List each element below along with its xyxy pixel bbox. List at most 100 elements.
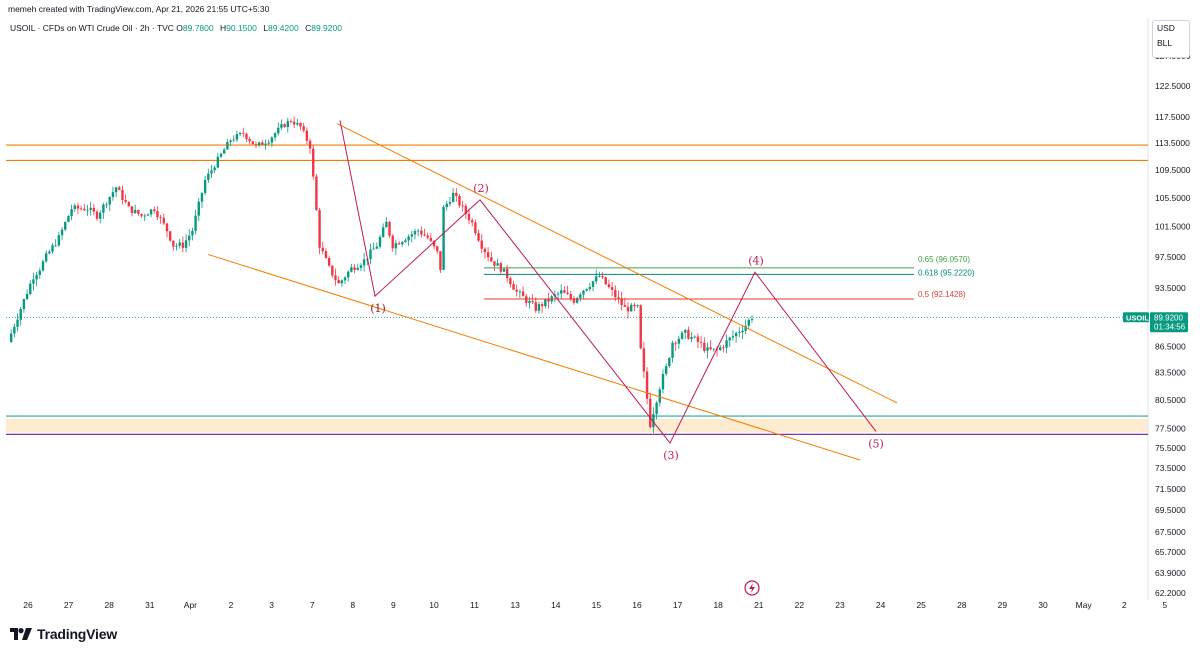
- time-tick: Apr: [184, 600, 197, 610]
- price-tag-price: 89.9200: [1154, 313, 1183, 322]
- currency-primary[interactable]: USD: [1157, 23, 1175, 33]
- candle-body: [229, 140, 232, 143]
- candle-body: [194, 215, 197, 231]
- currency-secondary[interactable]: BLL: [1157, 38, 1173, 48]
- candle-body: [738, 332, 741, 333]
- time-tick: 2: [1122, 600, 1127, 610]
- candle-body: [44, 253, 48, 262]
- candle-body: [426, 235, 429, 238]
- candle-body: [534, 302, 537, 311]
- candle-body: [35, 274, 38, 280]
- time-tick: 17: [673, 600, 683, 610]
- time-tick: 3: [269, 600, 274, 610]
- candle-body: [242, 132, 245, 134]
- candle-body: [347, 271, 350, 278]
- candle-body: [133, 209, 137, 213]
- candle-body: [143, 215, 146, 217]
- candle-body: [722, 347, 725, 348]
- candle-body: [156, 211, 159, 218]
- candle-body: [687, 329, 690, 339]
- price-tick: 63.9000: [1155, 568, 1186, 578]
- price-tick: 122.5000: [1155, 81, 1191, 91]
- candle-body: [162, 217, 165, 224]
- ohlc-open-value: 89.7800: [182, 23, 214, 33]
- candle-body: [734, 332, 738, 337]
- price-tag-symbol-bg: [1123, 312, 1149, 323]
- candle-body: [604, 277, 607, 285]
- candle-body: [744, 325, 747, 331]
- time-tick: 26: [23, 600, 33, 610]
- candle-body: [200, 192, 204, 202]
- ohlc-close-value: 89.9200: [311, 23, 342, 33]
- wave-label: (2): [473, 182, 489, 195]
- candle-body: [41, 261, 45, 271]
- time-tick: 30: [1038, 600, 1048, 610]
- price-tag-symbol: USOIL: [1126, 313, 1149, 322]
- candle-body: [607, 284, 611, 288]
- candle-body: [626, 306, 630, 312]
- currency-selector[interactable]: USD BLL: [1152, 20, 1190, 58]
- time-tick: 27: [64, 600, 74, 610]
- candle-body: [102, 204, 105, 213]
- candle-body: [642, 348, 646, 372]
- time-axis[interactable]: 26 27 28 31 Apr 2 3 7 8 9 10 11 13 14 15 16 17 18 21 22 23 24…: [23, 600, 1167, 610]
- candle-body: [455, 192, 458, 196]
- lightning-icon[interactable]: [744, 580, 760, 596]
- candle-body: [490, 257, 493, 262]
- tradingview-logo[interactable]: TradingView: [10, 626, 117, 642]
- time-tick: 13: [510, 600, 520, 610]
- candle-body: [458, 195, 461, 206]
- candle-body: [172, 240, 175, 247]
- candle-body: [655, 402, 658, 415]
- price-tick: 75.5000: [1155, 443, 1186, 453]
- candle-body: [302, 126, 305, 131]
- candle-body: [502, 268, 506, 272]
- symbol-title[interactable]: USOIL · CFDs on WTI Crude Oil · 2h · TVC: [10, 23, 174, 33]
- candle-body: [127, 202, 131, 207]
- candle-body: [413, 231, 417, 235]
- candle-body: [51, 245, 54, 252]
- candle-body: [130, 206, 134, 213]
- candle-body: [178, 242, 181, 246]
- candle-body: [407, 236, 410, 241]
- candle-body: [658, 389, 661, 403]
- candle-body: [429, 237, 433, 241]
- price-tick: 86.5000: [1155, 341, 1186, 351]
- candle-body: [372, 248, 375, 250]
- candle-body: [16, 319, 19, 327]
- time-tick: 21: [754, 600, 764, 610]
- candle-body: [140, 213, 143, 216]
- candle-body: [652, 414, 655, 428]
- candle-body: [124, 199, 127, 203]
- candle-body: [277, 127, 280, 134]
- candle-body: [257, 142, 261, 145]
- candle-body: [292, 121, 296, 125]
- candle-body: [391, 235, 394, 249]
- candle-body: [677, 338, 681, 344]
- candle-body: [99, 212, 102, 219]
- candle-body: [197, 201, 200, 216]
- logo-text: TradingView: [37, 626, 118, 642]
- candle-body: [289, 121, 293, 123]
- candle-body: [105, 204, 108, 206]
- candle-body: [467, 213, 471, 221]
- candle-body: [216, 156, 220, 168]
- candle-body: [219, 153, 223, 157]
- candle-body: [436, 246, 439, 252]
- wave-label: (3): [663, 449, 679, 462]
- price-tag-countdown: 01:34:56: [1154, 322, 1186, 331]
- candle-body: [153, 209, 156, 212]
- candle-body: [67, 216, 70, 222]
- candle-body: [703, 342, 706, 351]
- price-tag-bg: [1150, 312, 1188, 333]
- candle-body: [423, 234, 426, 236]
- tradingview-logo-icon: [10, 628, 32, 640]
- candle-body: [623, 305, 627, 307]
- candle-body: [191, 230, 194, 236]
- candle-body: [649, 398, 652, 428]
- candle-body: [448, 202, 452, 204]
- candle-body: [579, 294, 582, 299]
- candle-body: [57, 235, 61, 246]
- demand-zone: [6, 418, 1148, 433]
